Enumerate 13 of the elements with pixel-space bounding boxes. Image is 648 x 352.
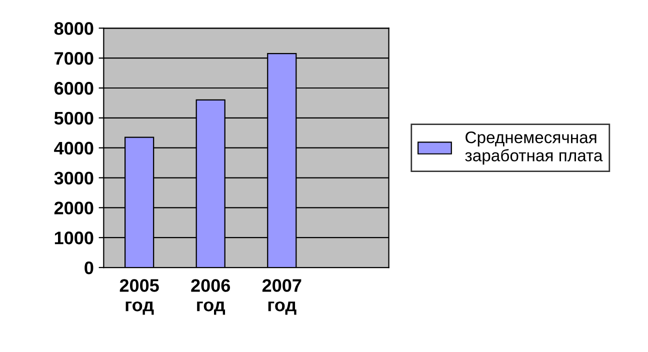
- y-tick-label: 3000: [54, 172, 94, 185]
- y-tick-label: 0: [84, 261, 94, 274]
- y-tick-label: 8000: [54, 22, 94, 35]
- y-tick-label: 1000: [54, 232, 94, 244]
- y-tick-label: 2000: [54, 202, 94, 214]
- x-tick-label: 2005 год: [120, 279, 159, 315]
- y-tick-label: 7000: [54, 52, 94, 65]
- x-tick-label: 2006 год: [191, 279, 230, 315]
- legend-label: Среднемесячная заработная плата: [465, 131, 603, 165]
- x-tick-label: 2007 год: [262, 279, 302, 315]
- y-tick-label: 6000: [54, 82, 94, 95]
- y-tick-label: 5000: [54, 112, 94, 125]
- y-tick-label: 4000: [54, 142, 94, 155]
